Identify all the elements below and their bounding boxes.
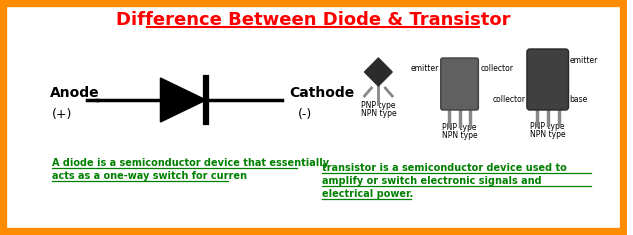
Polygon shape [365, 58, 392, 86]
Text: base: base [570, 94, 588, 103]
Text: Cathode: Cathode [289, 86, 354, 100]
Text: collector: collector [493, 94, 526, 103]
FancyBboxPatch shape [527, 49, 568, 110]
Text: NPN type: NPN type [442, 131, 477, 140]
Text: emitter: emitter [410, 64, 439, 73]
Text: PNP type: PNP type [442, 123, 477, 132]
Text: amplify or switch electronic signals and: amplify or switch electronic signals and [322, 176, 541, 186]
Text: electrical power.: electrical power. [322, 189, 413, 199]
Text: PNP type: PNP type [361, 101, 396, 110]
Text: NPN type: NPN type [530, 130, 565, 139]
Text: base: base [451, 95, 468, 105]
Text: PNP type: PNP type [530, 122, 565, 131]
Polygon shape [160, 78, 206, 122]
Text: emitter: emitter [570, 56, 598, 65]
Text: acts as a one-way switch for curren: acts as a one-way switch for curren [51, 171, 246, 181]
Text: (+): (+) [52, 107, 73, 121]
Text: NPN type: NPN type [361, 109, 396, 118]
FancyBboxPatch shape [441, 58, 479, 110]
Text: (-): (-) [298, 107, 312, 121]
Text: A diode is a semiconductor device that essentially: A diode is a semiconductor device that e… [51, 158, 329, 168]
Text: Difference Between Diode & Transistor: Difference Between Diode & Transistor [116, 11, 510, 29]
Text: Anode: Anode [49, 86, 99, 100]
Text: collector: collector [480, 64, 513, 73]
Text: transistor is a semiconductor device used to: transistor is a semiconductor device use… [322, 163, 567, 173]
